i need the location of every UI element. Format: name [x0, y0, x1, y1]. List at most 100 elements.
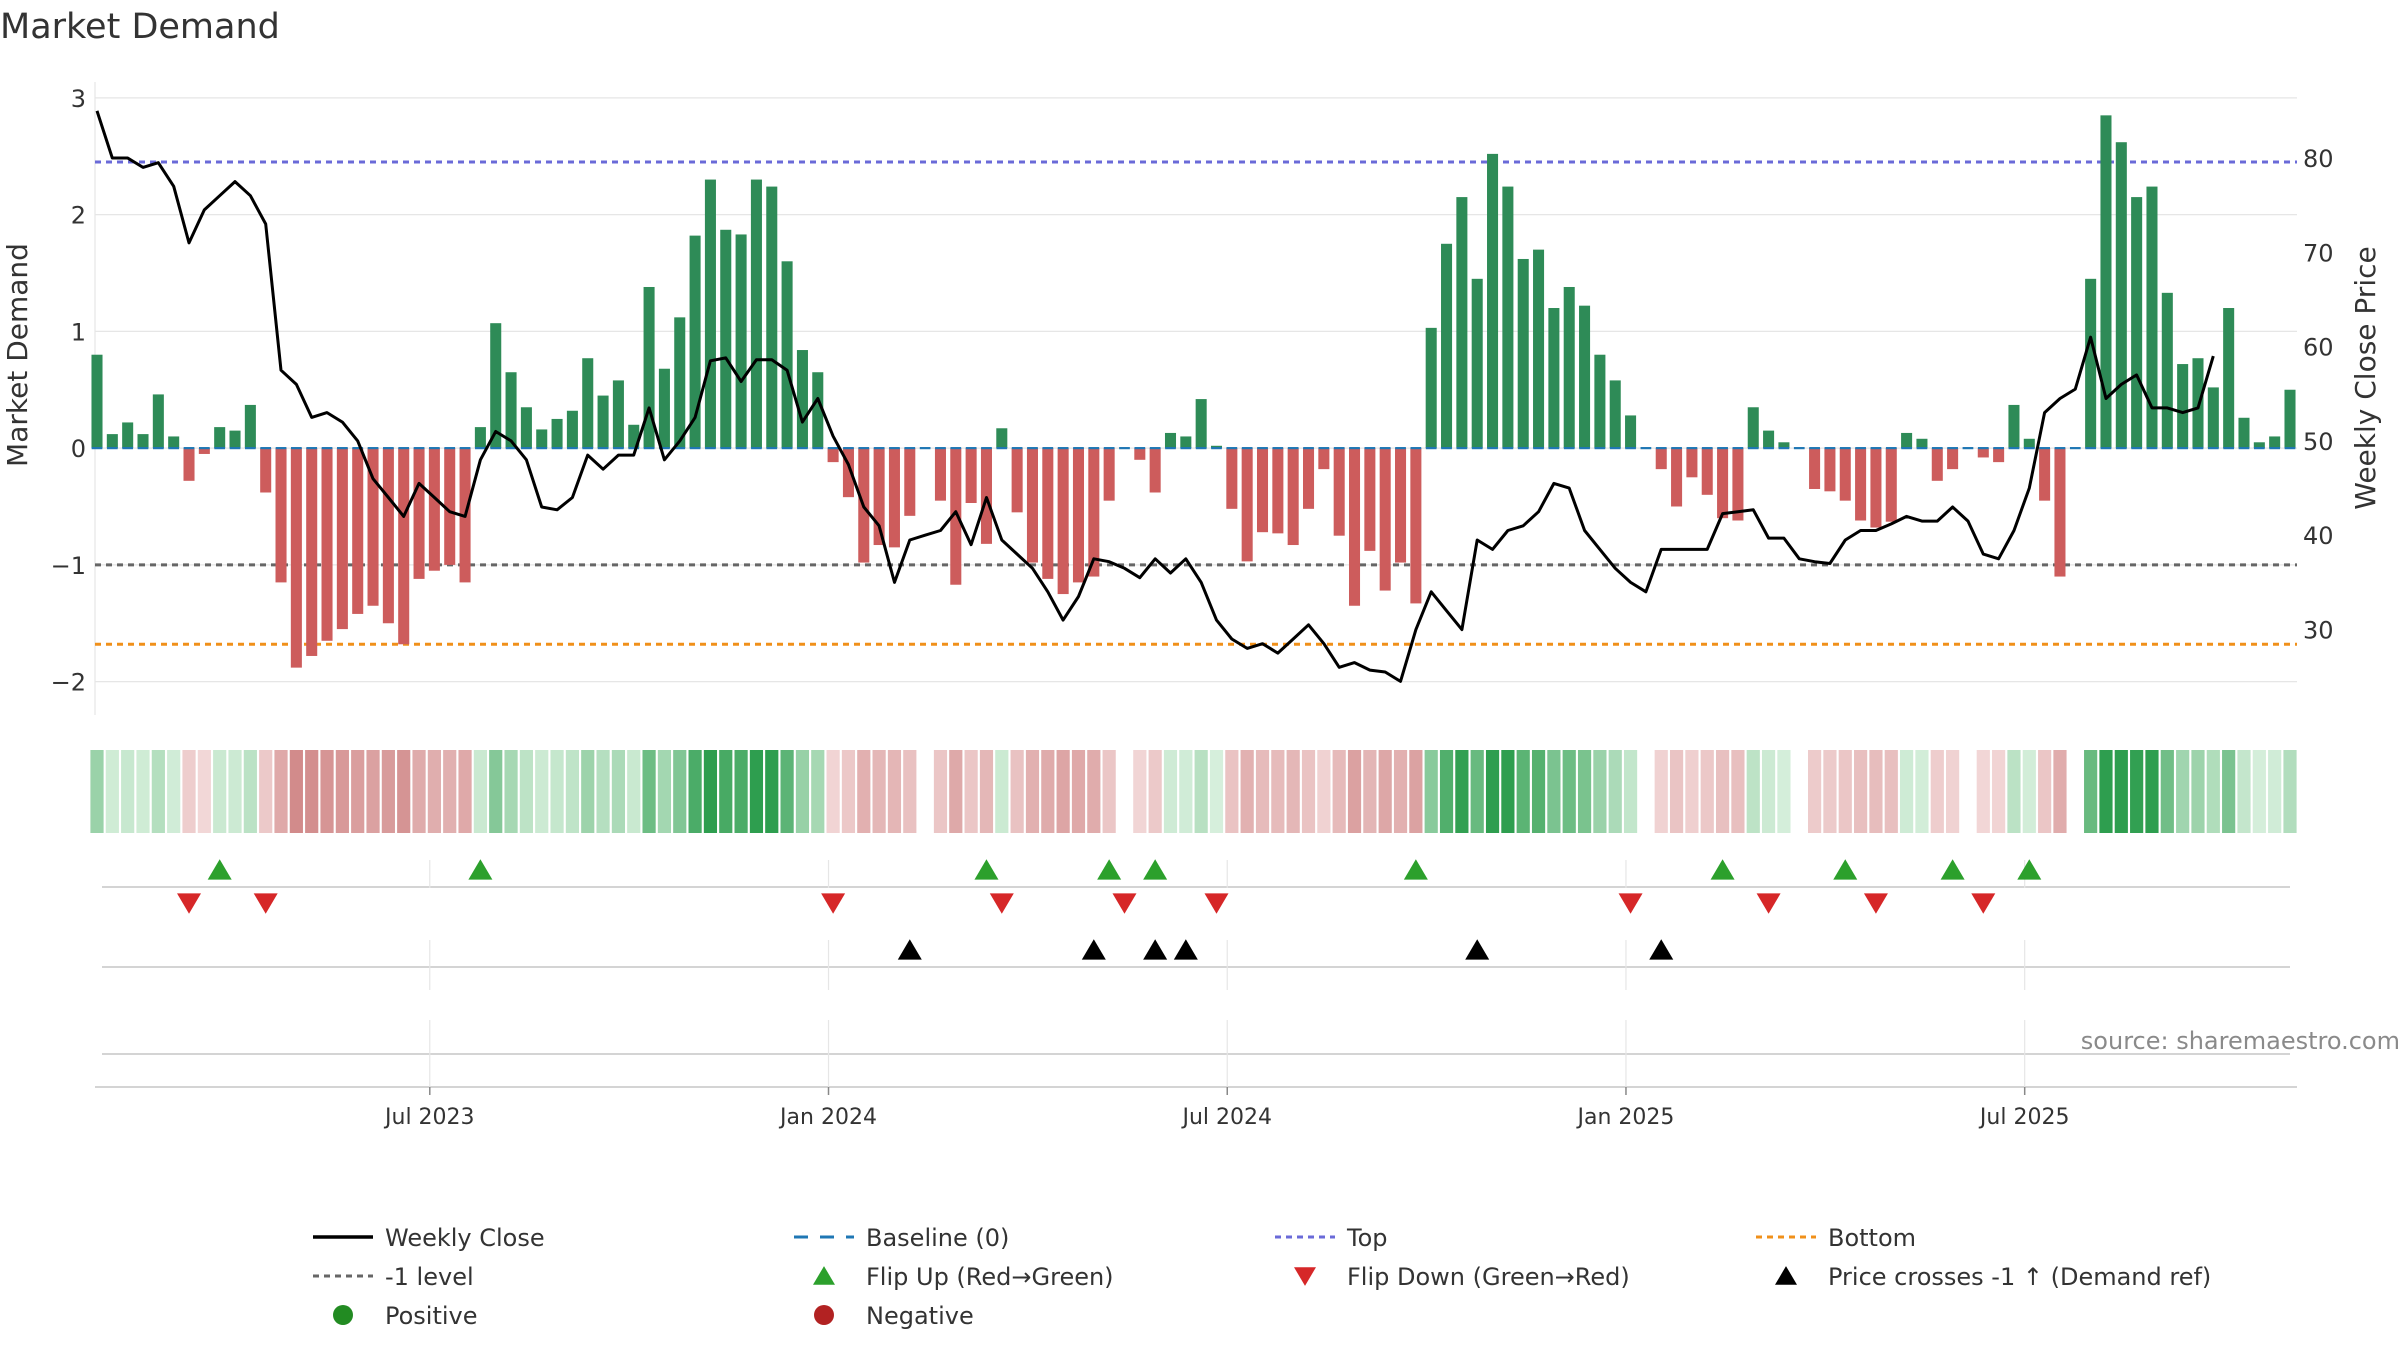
demand-bar: [2100, 115, 2112, 449]
heat-cell: [1900, 750, 1914, 833]
heat-cell: [903, 750, 917, 833]
demand-bar: [428, 448, 440, 571]
demand-bar: [1885, 448, 1897, 522]
demand-bar: [1180, 436, 1192, 449]
heat-cell: [473, 750, 487, 833]
heat-cell: [381, 750, 395, 833]
demand-bar: [1947, 448, 1959, 470]
heat-cell: [1516, 750, 1530, 833]
demand-bar: [2008, 404, 2020, 449]
demand-bar: [229, 430, 241, 449]
demand-bar: [1410, 448, 1422, 604]
heat-cell: [1439, 750, 1454, 833]
chart-title: Market Demand: [0, 7, 280, 47]
heat-cell: [2038, 750, 2052, 833]
demand-bar: [1425, 327, 1437, 449]
heat-cell: [1255, 750, 1270, 833]
heat-cell: [1946, 750, 1960, 833]
demand-bar: [2146, 186, 2158, 449]
demand-bar: [1287, 448, 1299, 546]
heat-cell: [2160, 750, 2174, 833]
demand-bar: [1026, 448, 1038, 563]
heat-cell: [1194, 750, 1208, 833]
demand-bar: [950, 448, 962, 585]
heat-cell: [1531, 750, 1546, 833]
demand-bar: [2238, 417, 2250, 449]
demand-bar: [2023, 438, 2035, 449]
left-axis-label: Market Demand: [1, 243, 34, 467]
demand-bar: [628, 424, 640, 449]
right-tick-label: 50: [2303, 428, 2334, 456]
demand-bar: [1226, 448, 1238, 509]
heat-cell: [964, 750, 978, 833]
heat-cell: [979, 750, 994, 833]
demand-bar: [321, 448, 333, 641]
heat-cell: [1562, 750, 1576, 833]
flip-up-marker: [2017, 859, 2042, 880]
heat-cell: [1378, 750, 1392, 833]
demand-bar: [934, 448, 946, 501]
heat-cell: [887, 750, 902, 833]
heat-cell: [1731, 750, 1745, 833]
heat-cell: [1654, 750, 1668, 833]
demand-bar: [1149, 448, 1161, 493]
demand-bar: [336, 448, 348, 630]
demand-bar: [781, 261, 793, 449]
demand-bar: [1210, 445, 1223, 449]
legend-swatch: [1294, 1267, 1316, 1286]
legend-label: Flip Up (Red→Green): [866, 1263, 1114, 1291]
heat-cell: [2283, 750, 2297, 833]
demand-bar: [750, 179, 762, 449]
heat-cell: [688, 750, 702, 833]
demand-bar: [1471, 278, 1483, 449]
heat-cell: [1485, 750, 1500, 833]
demand-bar: [1318, 448, 1330, 470]
demand-bar: [1072, 448, 1084, 583]
demand-bar: [382, 448, 394, 624]
heat-cell: [351, 750, 365, 833]
heat-cell: [703, 750, 718, 833]
demand-bar: [766, 186, 778, 449]
heat-cell: [933, 750, 948, 833]
flip-down-marker: [253, 893, 278, 914]
demand-bar: [122, 422, 134, 449]
heat-cell: [1301, 750, 1316, 833]
demand-bar: [1487, 153, 1499, 449]
right-tick-label: 80: [2303, 145, 2334, 173]
heat-cell: [1501, 750, 1515, 833]
heat-cell: [1547, 750, 1561, 833]
heat-cell: [1470, 750, 1484, 833]
heat-cell: [1869, 750, 1883, 833]
heat-cell: [1332, 750, 1346, 833]
heat-cell: [1240, 750, 1254, 833]
legend-label: Positive: [385, 1302, 478, 1330]
demand-bar: [91, 354, 103, 449]
heat-cell: [1915, 750, 1929, 833]
heat-cell: [749, 750, 764, 833]
heat-cell: [535, 750, 549, 833]
heat-cell: [1056, 750, 1070, 833]
demand-bar: [1717, 448, 1729, 519]
demand-bar: [1333, 448, 1345, 536]
legend-label: Bottom: [1828, 1224, 1916, 1252]
flip-up-marker: [468, 859, 493, 880]
heat-cell: [550, 750, 564, 833]
price-cross-marker: [1465, 939, 1490, 960]
heat-cell: [1148, 750, 1162, 833]
heat-cell: [1777, 750, 1791, 833]
demand-bar: [551, 418, 563, 449]
demand-bar: [1671, 448, 1683, 507]
right-axis-label: Weekly Close Price: [2349, 246, 2382, 509]
demand-bar: [674, 317, 686, 449]
heat-cell: [1409, 750, 1423, 833]
demand-bar: [873, 448, 885, 546]
demand-bar: [965, 448, 977, 503]
heat-cell: [1286, 750, 1300, 833]
heat-cell: [2022, 750, 2036, 833]
left-tick-label: −2: [51, 669, 86, 697]
demand-bar: [352, 448, 364, 614]
flip-down-marker: [1204, 893, 1229, 914]
heat-cell: [259, 750, 273, 833]
demand-bar: [1901, 432, 1913, 449]
demand-bar: [582, 358, 594, 449]
